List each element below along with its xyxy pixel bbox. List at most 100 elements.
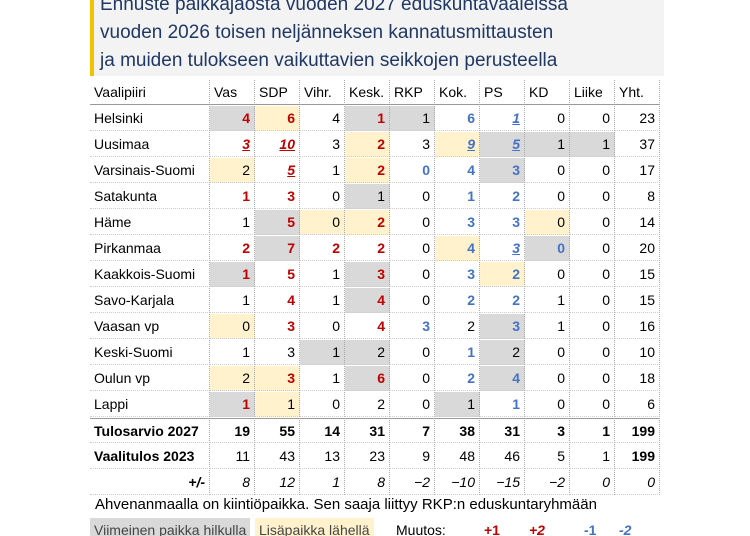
seat-count: −10 bbox=[435, 470, 480, 495]
seat-count: 31 bbox=[480, 418, 525, 443]
seat-count: 3 bbox=[390, 314, 435, 339]
seat-count: 0 bbox=[525, 262, 570, 287]
seat-count: 6 bbox=[345, 366, 390, 391]
seat-count: 2 bbox=[210, 366, 255, 391]
seat-count: 0 bbox=[570, 470, 615, 495]
seat-count: 7 bbox=[255, 236, 300, 261]
seat-count: 1 bbox=[300, 288, 345, 313]
seat-count: 31 bbox=[345, 418, 390, 443]
seat-count: 20 bbox=[615, 236, 660, 261]
seat-count: 0 bbox=[570, 236, 615, 261]
seat-count: 1 bbox=[480, 106, 525, 131]
seat-count: 1 bbox=[210, 392, 255, 417]
row-label: Satakunta bbox=[90, 184, 210, 209]
seat-count: 0 bbox=[570, 106, 615, 131]
title-line: Ennuste paikkajaosta vuoden 2027 eduskun… bbox=[100, 0, 568, 15]
seat-count: 0 bbox=[390, 392, 435, 417]
seat-count: 6 bbox=[255, 106, 300, 131]
seat-count: 4 bbox=[300, 106, 345, 131]
seat-count: 1 bbox=[390, 106, 435, 131]
seat-count: 0 bbox=[570, 314, 615, 339]
row-label: Vaalitulos 2023 bbox=[90, 444, 210, 469]
seat-count: 1 bbox=[210, 288, 255, 313]
row-label: Oulun vp bbox=[90, 366, 210, 391]
seat-count: 0 bbox=[390, 288, 435, 313]
footnote: Ahvenanmaalla on kiintiöpaikka. Sen saaj… bbox=[95, 496, 597, 513]
seat-count: 5 bbox=[525, 444, 570, 469]
seat-count: 15 bbox=[615, 262, 660, 287]
legend-change: +2 bbox=[529, 522, 545, 536]
seat-count: 1 bbox=[345, 184, 390, 209]
seat-count: 0 bbox=[390, 158, 435, 183]
seat-count: 3 bbox=[255, 366, 300, 391]
seat-count: 4 bbox=[255, 288, 300, 313]
seat-count: 0 bbox=[300, 392, 345, 417]
seat-count: 2 bbox=[435, 366, 480, 391]
seat-count: 2 bbox=[480, 340, 525, 365]
seat-count: 0 bbox=[525, 158, 570, 183]
seat-count: 0 bbox=[390, 262, 435, 287]
seat-count: −2 bbox=[525, 470, 570, 495]
seat-count: 8 bbox=[210, 470, 255, 495]
column-header: Kesk. bbox=[345, 80, 390, 105]
seat-count: 0 bbox=[525, 184, 570, 209]
seat-count: 2 bbox=[300, 236, 345, 261]
seat-count: 4 bbox=[210, 106, 255, 131]
legend-last-seat: Viimeinen paikka hilkulla bbox=[90, 518, 251, 536]
seat-count: 2 bbox=[210, 158, 255, 183]
seat-count: 3 bbox=[480, 314, 525, 339]
seat-count: 1 bbox=[480, 392, 525, 417]
seat-count: 3 bbox=[255, 340, 300, 365]
legend: Viimeinen paikka hilkulla Lisäpaikka läh… bbox=[90, 518, 660, 536]
seat-count: 0 bbox=[525, 236, 570, 261]
seat-count: 1 bbox=[300, 366, 345, 391]
seat-count: 2 bbox=[480, 262, 525, 287]
seat-count: 1 bbox=[210, 340, 255, 365]
seat-count: 3 bbox=[480, 210, 525, 235]
seat-count: 0 bbox=[390, 184, 435, 209]
seat-count: 0 bbox=[525, 366, 570, 391]
title-line: ja muiden tulokseen vaikuttavien seikkoj… bbox=[100, 50, 558, 71]
seat-count: 1 bbox=[300, 262, 345, 287]
seat-count: 0 bbox=[570, 288, 615, 313]
legend-change-label: Muutos: bbox=[396, 522, 446, 536]
seat-count: 2 bbox=[345, 132, 390, 157]
seat-count: 5 bbox=[255, 262, 300, 287]
seat-count: 1 bbox=[210, 184, 255, 209]
seat-count: 0 bbox=[570, 184, 615, 209]
seat-count: 14 bbox=[615, 210, 660, 235]
seat-count: −2 bbox=[390, 470, 435, 495]
title-line: vuoden 2026 toisen neljänneksen kannatus… bbox=[100, 22, 554, 43]
seat-count: 18 bbox=[615, 366, 660, 391]
seat-count: 38 bbox=[435, 418, 480, 443]
seat-count: 5 bbox=[255, 210, 300, 235]
seat-count: 4 bbox=[435, 236, 480, 261]
row-label: Pirkanmaa bbox=[90, 236, 210, 261]
seat-count: 2 bbox=[480, 184, 525, 209]
seat-count: 1 bbox=[210, 262, 255, 287]
seat-count: 15 bbox=[615, 288, 660, 313]
seat-count: 9 bbox=[390, 444, 435, 469]
seat-count: 199 bbox=[615, 444, 660, 469]
seat-count: 23 bbox=[615, 106, 660, 131]
seat-count: 2 bbox=[480, 288, 525, 313]
seat-count: 4 bbox=[345, 288, 390, 313]
seat-count: 0 bbox=[570, 262, 615, 287]
seat-count: −15 bbox=[480, 470, 525, 495]
seat-count: 8 bbox=[345, 470, 390, 495]
column-header: SDP bbox=[255, 80, 300, 105]
seat-count: 0 bbox=[300, 314, 345, 339]
row-label: Kaakkois-Suomi bbox=[90, 262, 210, 287]
seat-count: 1 bbox=[255, 392, 300, 417]
seat-count: 3 bbox=[480, 236, 525, 261]
title-box: Ennuste paikkajaosta vuoden 2027 eduskun… bbox=[90, 0, 664, 76]
row-label: +/- bbox=[90, 470, 210, 495]
seat-count: 2 bbox=[435, 314, 480, 339]
seat-count: 1 bbox=[435, 340, 480, 365]
seat-count: 0 bbox=[570, 210, 615, 235]
column-header: Liike bbox=[570, 80, 615, 105]
seat-count: 1 bbox=[570, 418, 615, 443]
seat-count: 3 bbox=[435, 262, 480, 287]
row-label: Tulosarvio 2027 bbox=[90, 418, 210, 443]
column-header: Kok. bbox=[435, 80, 480, 105]
